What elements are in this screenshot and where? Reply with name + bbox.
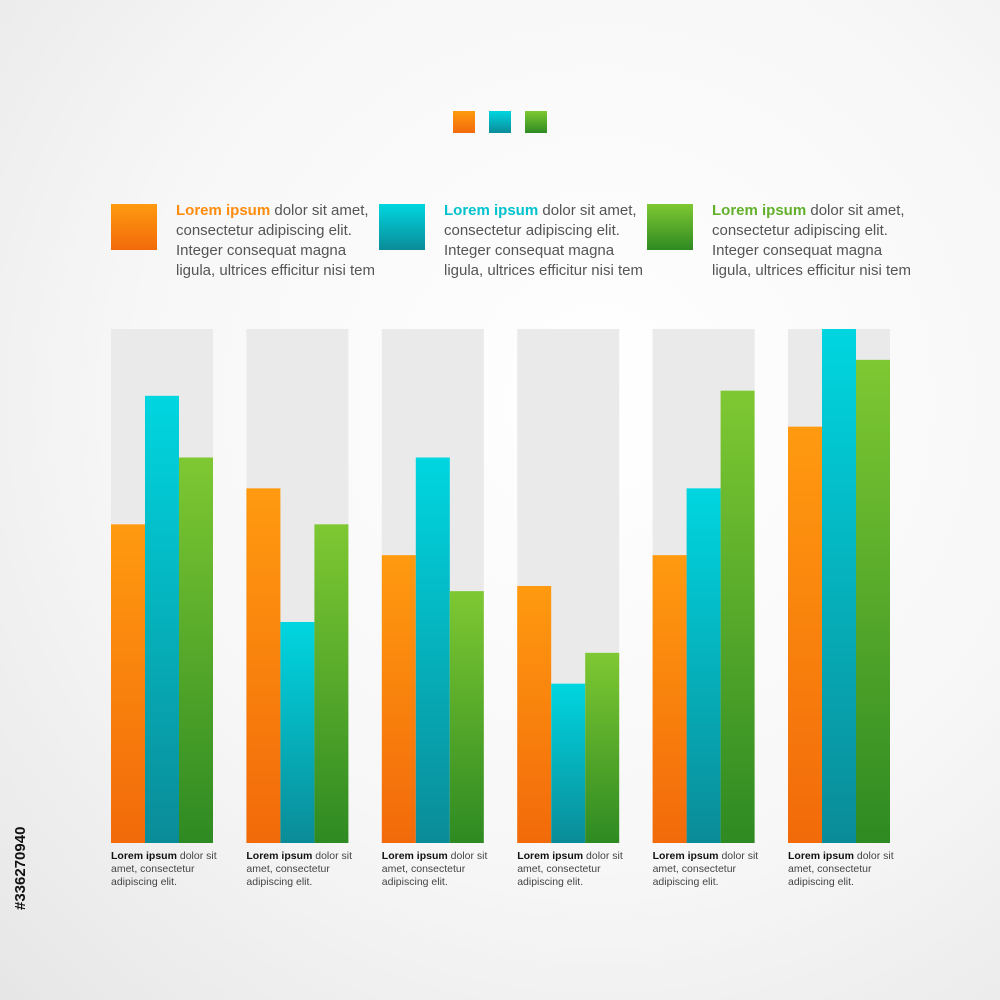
- bar-orange: [111, 524, 145, 843]
- bar-group-caption: Lorem ipsum dolor sit amet, consectetur …: [382, 850, 497, 889]
- bar-green: [314, 524, 349, 843]
- bar-cyan: [822, 329, 856, 843]
- bar-green: [449, 591, 484, 843]
- legend-body: dolor sit amet, consectetur adipiscing e…: [712, 202, 911, 279]
- caption-bold: Lorem ipsum: [111, 850, 177, 862]
- legend-big-swatch-cyan: [379, 204, 425, 250]
- legend-highlight: Lorem ipsum: [444, 202, 539, 219]
- legend-block-cyan: Lorem ipsum dolor sit amet, consectetur …: [379, 201, 643, 301]
- bar-green: [720, 390, 755, 843]
- top-legend: [453, 111, 547, 133]
- legend-body: dolor sit amet, consectetur adipiscing e…: [444, 202, 643, 279]
- bar-cyan: [686, 488, 721, 843]
- bar-group-caption: Lorem ipsum dolor sit amet, consectetur …: [111, 850, 226, 889]
- bar-orange: [517, 586, 552, 843]
- caption-bold: Lorem ipsum: [788, 850, 854, 862]
- legend-text: Lorem ipsum dolor sit amet, consectetur …: [176, 201, 376, 281]
- caption-bold: Lorem ipsum: [246, 850, 313, 862]
- legend-highlight: Lorem ipsum: [176, 202, 271, 219]
- bar-green: [179, 457, 213, 843]
- caption-text: dolor sit amet, consectetur adipiscing e…: [111, 850, 217, 888]
- legend-block-orange: Lorem ipsum dolor sit amet, consectetur …: [111, 201, 375, 301]
- bar-green: [585, 652, 620, 843]
- caption-text: dolor sit amet, consectetur adipiscing e…: [517, 850, 623, 888]
- legend-swatch-cyan: [489, 111, 511, 133]
- bar-orange: [652, 555, 687, 843]
- bar-group-caption: Lorem ipsum dolor sit amet, consectetur …: [653, 850, 768, 889]
- legend-big-swatch-green: [647, 204, 693, 250]
- bar-cyan: [145, 395, 179, 843]
- stock-id-text: #336270940: [12, 826, 29, 910]
- bar-group-caption: Lorem ipsum dolor sit amet, consectetur …: [788, 850, 903, 889]
- legend-block-green: Lorem ipsum dolor sit amet, consectetur …: [647, 201, 911, 301]
- caption-bold: Lorem ipsum: [381, 850, 448, 862]
- bar-cyan: [415, 457, 450, 843]
- bar-cyan: [280, 621, 315, 843]
- bar-group-caption: Lorem ipsum dolor sit amet, consectetur …: [246, 850, 361, 889]
- legend-text: Lorem ipsum dolor sit amet, consectetur …: [444, 201, 644, 281]
- caption-bold: Lorem ipsum: [652, 850, 719, 862]
- bar-cyan: [551, 683, 586, 843]
- legend-body: dolor sit amet, consectetur adipiscing e…: [176, 202, 375, 279]
- bar-group-caption: Lorem ipsum dolor sit amet, consectetur …: [517, 850, 632, 889]
- legend-highlight: Lorem ipsum: [712, 202, 807, 219]
- legend-big-swatch-orange: [111, 204, 157, 250]
- bar-orange: [381, 555, 416, 843]
- caption-text: dolor sit amet, consectetur adipiscing e…: [652, 850, 759, 888]
- caption-text: dolor sit amet, consectetur adipiscing e…: [246, 850, 353, 888]
- stock-id: #336270940: [10, 760, 32, 910]
- legend-swatch-orange: [453, 111, 475, 133]
- caption-bold: Lorem ipsum: [517, 850, 584, 862]
- bar-orange: [246, 488, 281, 843]
- legend-text: Lorem ipsum dolor sit amet, consectetur …: [712, 201, 912, 281]
- caption-text: dolor sit amet, consectetur adipiscing e…: [381, 850, 488, 888]
- caption-text: dolor sit amet, consectetur adipiscing e…: [788, 850, 894, 888]
- bar-green: [856, 359, 890, 843]
- legend-swatch-green: [525, 111, 547, 133]
- bar-orange: [788, 426, 822, 843]
